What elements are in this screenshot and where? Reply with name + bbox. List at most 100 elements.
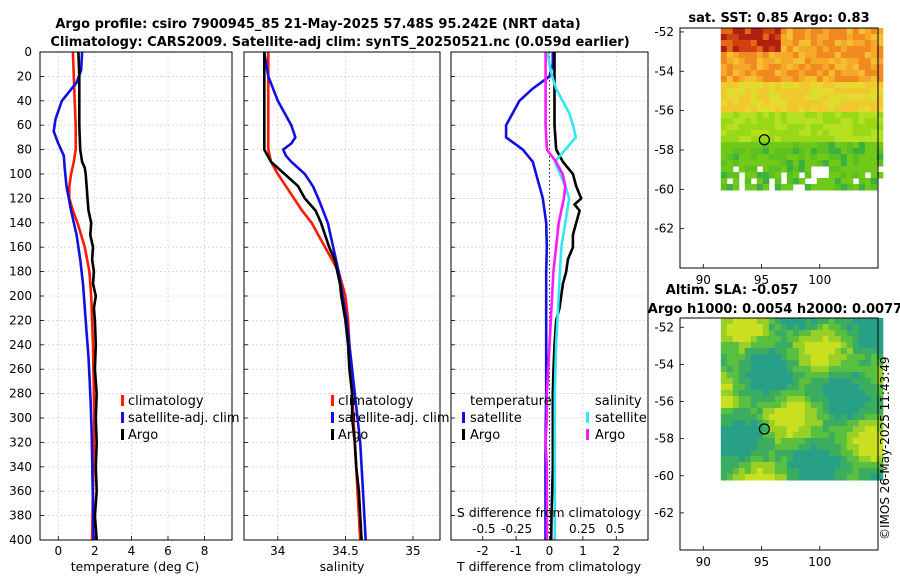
- map-cell: [858, 148, 866, 155]
- legend-label-t-satellite: satellite: [470, 411, 522, 426]
- map-cell: [726, 348, 734, 355]
- map-cell: [774, 444, 782, 451]
- difference-top-axis-label: S difference from climatology: [457, 505, 642, 520]
- map-cell: [822, 354, 830, 361]
- map-cell: [750, 142, 758, 149]
- map-cell: [816, 34, 824, 41]
- map-cell: [726, 124, 734, 131]
- legend-swatch-climatology: [121, 395, 124, 406]
- map-cell: [852, 34, 860, 41]
- map-cell: [780, 384, 788, 391]
- map-cell: [816, 432, 824, 439]
- map-cell: [834, 136, 842, 143]
- map-cell: [870, 166, 878, 173]
- map-cell: [798, 112, 806, 119]
- map-cell: [816, 420, 824, 427]
- map-cell: [726, 390, 734, 397]
- map-cell: [870, 160, 878, 167]
- map-cell: [750, 450, 758, 457]
- map-cell: [744, 124, 752, 131]
- map-cell: [792, 118, 800, 125]
- map-cell: [798, 390, 806, 397]
- map-cell: [822, 420, 830, 427]
- legend-swatch-satellite: [331, 412, 334, 423]
- map-cell: [768, 456, 776, 463]
- legend-label-argo: Argo: [338, 428, 368, 443]
- map-cell: [840, 408, 848, 415]
- map-cell: [852, 58, 860, 65]
- map-cell: [846, 390, 854, 397]
- map-cell: [858, 166, 866, 173]
- map-cell: [804, 172, 812, 179]
- map-cell: [738, 438, 746, 445]
- map-cell: [840, 166, 848, 173]
- map-cell: [822, 76, 830, 83]
- map-cell: [852, 390, 860, 397]
- legend-label-t-argo: Argo: [470, 428, 500, 443]
- map-cell: [834, 172, 842, 179]
- map-cell: [846, 360, 854, 367]
- map-cell: [756, 420, 764, 427]
- map-cell: [822, 384, 830, 391]
- map-cell: [798, 318, 806, 325]
- map-cell: [780, 426, 788, 433]
- map-cell: [726, 474, 734, 481]
- map-cell: [786, 474, 794, 481]
- map-cell: [744, 408, 752, 415]
- map-cell: [744, 70, 752, 77]
- map-cell: [792, 432, 800, 439]
- map-cell: [876, 366, 884, 373]
- map-cell: [792, 318, 800, 325]
- map-cell: [762, 70, 770, 77]
- map-cell: [804, 124, 812, 131]
- map-cell: [720, 184, 728, 191]
- map-cell: [750, 130, 758, 137]
- map-cell: [732, 402, 740, 409]
- map-cell: [864, 318, 872, 325]
- map-cell: [822, 348, 830, 355]
- map-cell: [864, 432, 872, 439]
- map-cell: [756, 366, 764, 373]
- map-cell: [840, 450, 848, 457]
- map-cell: [756, 58, 764, 65]
- map-cell: [792, 324, 800, 331]
- map-cell: [750, 444, 758, 451]
- legend-swatch-climatology: [331, 395, 334, 406]
- map-cell: [738, 58, 746, 65]
- map-cell: [774, 474, 782, 481]
- map-cell: [792, 130, 800, 137]
- temperature-legend: climatology satellite-adj. clim Argo: [121, 394, 240, 443]
- map-cell: [810, 106, 818, 113]
- map-cell: [720, 420, 728, 427]
- map-cell: [720, 58, 728, 65]
- map-cell: [774, 318, 782, 325]
- map-cell: [840, 184, 848, 191]
- map-cell: [798, 28, 806, 35]
- map-cell: [840, 100, 848, 107]
- map-cell: [762, 130, 770, 137]
- map-cell: [762, 52, 770, 59]
- map-cell: [774, 420, 782, 427]
- map-cell: [804, 450, 812, 457]
- map-cell: [762, 366, 770, 373]
- depth-tick-label: 160: [9, 240, 32, 254]
- map-cell: [804, 166, 812, 173]
- map-cell: [726, 52, 734, 59]
- map-cell: [768, 378, 776, 385]
- map-cell: [822, 52, 830, 59]
- map-cell: [810, 474, 818, 481]
- map-cell: [834, 64, 842, 71]
- map-cell: [876, 94, 884, 101]
- map-cell: [756, 28, 764, 35]
- map-cell: [864, 160, 872, 167]
- map-cell: [732, 456, 740, 463]
- map-cell: [750, 40, 758, 47]
- map-cell: [750, 462, 758, 469]
- map-cell: [858, 46, 866, 53]
- map-cell: [798, 456, 806, 463]
- series-line-satellite-adj-clim: [263, 51, 367, 541]
- map-cell: [816, 456, 824, 463]
- map-cell: [852, 52, 860, 59]
- map-cell: [762, 390, 770, 397]
